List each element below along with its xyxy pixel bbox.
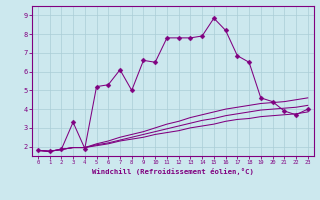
X-axis label: Windchill (Refroidissement éolien,°C): Windchill (Refroidissement éolien,°C) (92, 168, 254, 175)
